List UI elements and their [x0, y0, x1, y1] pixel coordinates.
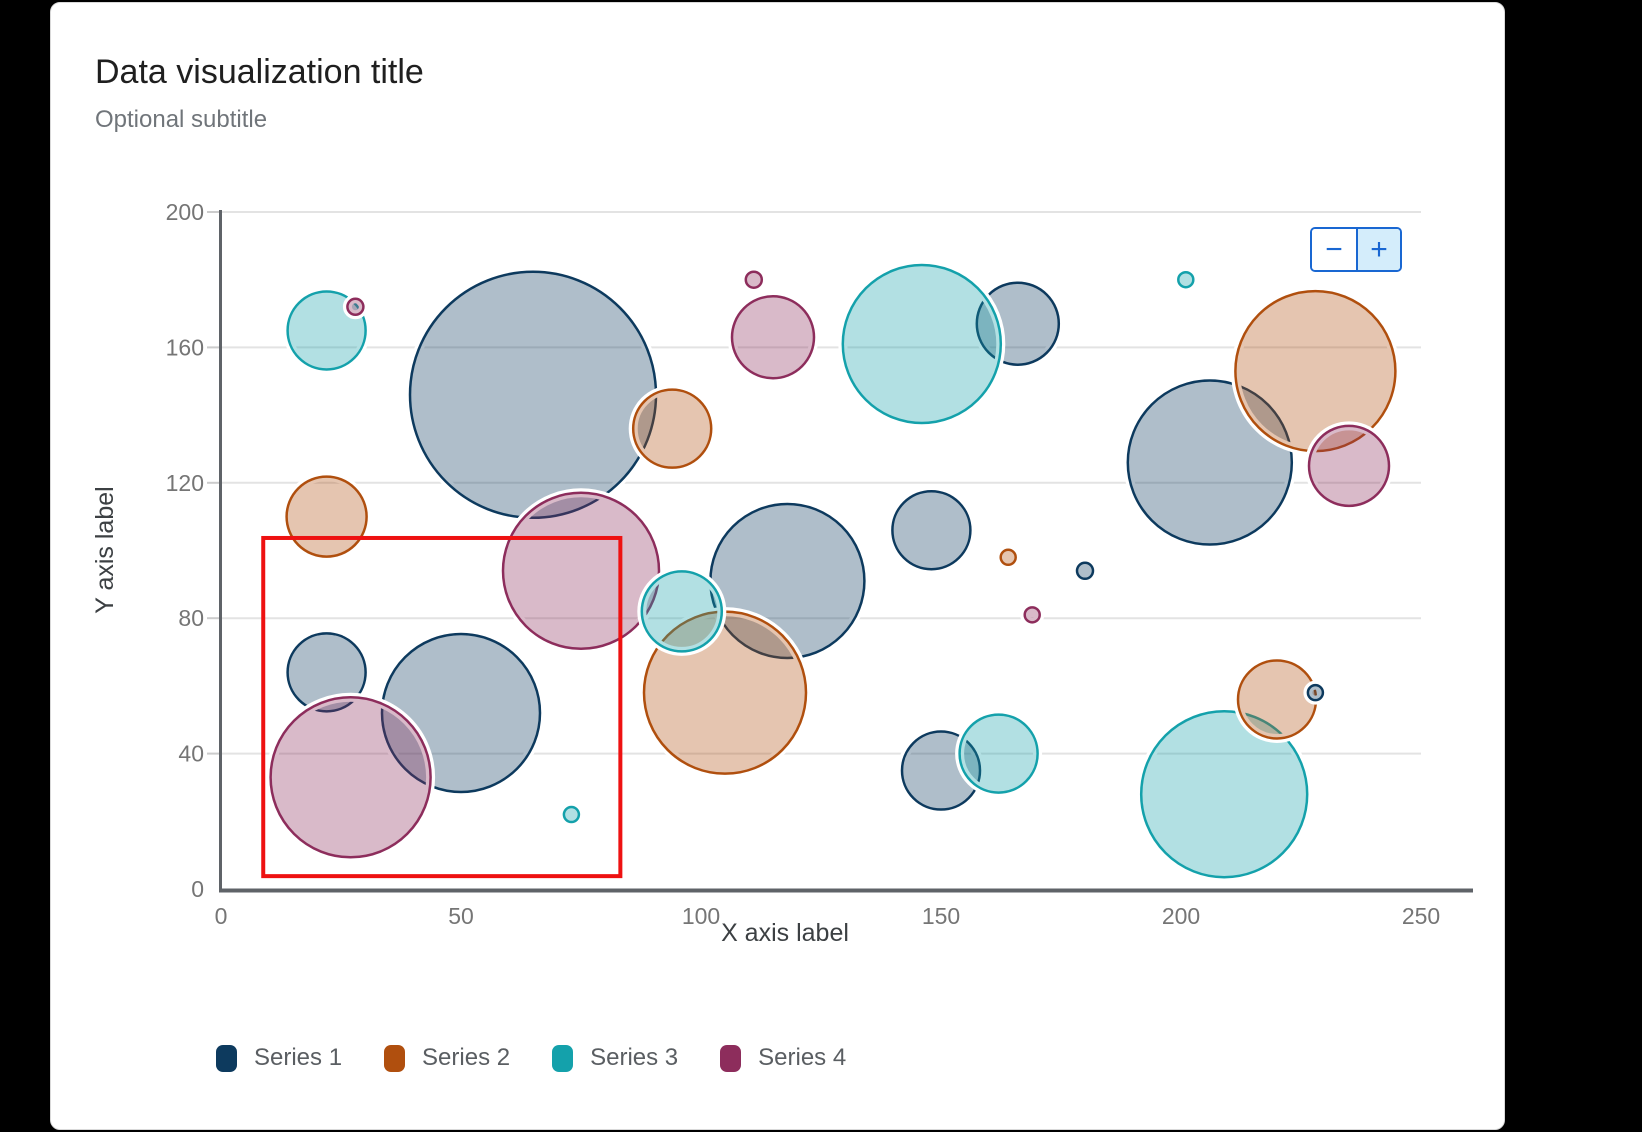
legend-swatch [384, 1044, 406, 1072]
bubble-circle [346, 297, 365, 317]
bubble-series-3[interactable] [1173, 267, 1198, 292]
zoom-controls: − + [1310, 227, 1402, 272]
x-tick-label: 50 [448, 903, 474, 929]
bubble-series-3[interactable] [955, 710, 1043, 798]
bubble-series-4[interactable] [1304, 421, 1394, 511]
bubble-circle [744, 270, 764, 289]
y-tick-label: 160 [166, 334, 204, 360]
y-tick-label: 40 [178, 741, 204, 767]
legend-swatch [552, 1044, 574, 1072]
y-tick-label: 200 [166, 199, 204, 225]
bubble-circle [640, 570, 724, 653]
chart-card [50, 2, 1505, 1130]
bubble-circle [286, 632, 367, 713]
y-tick-label: 120 [166, 470, 204, 496]
plus-icon: + [1370, 233, 1388, 266]
bubble-circle [631, 388, 713, 469]
bubble-circle [269, 696, 432, 859]
legend: Series 1 Series 2 Series 3 Series 4 [216, 1042, 846, 1074]
bubble-circle [408, 270, 658, 520]
x-tick-label: 250 [1402, 903, 1440, 929]
legend-swatch [216, 1044, 237, 1072]
legend-label: Series 1 [254, 1044, 343, 1071]
annotations [261, 535, 623, 879]
bubble-series-3[interactable] [559, 802, 584, 827]
bubble-series-1[interactable] [1072, 558, 1098, 584]
bubble-circle [1307, 424, 1391, 508]
x-tick-label: 0 [215, 903, 228, 929]
x-axis-title: X axis label [721, 919, 849, 947]
axes [219, 210, 1473, 893]
bubble-circle [841, 263, 1003, 425]
bubble-series-2[interactable] [1233, 655, 1321, 743]
bubble-series-4[interactable] [266, 692, 436, 862]
chart-title: Data visualization title [95, 53, 424, 91]
bubble-circle [285, 475, 368, 558]
bubble-circle [730, 294, 816, 380]
minus-icon: − [1325, 233, 1343, 266]
bubble-circle [1139, 709, 1309, 879]
bubble-series-4[interactable] [741, 267, 767, 293]
bubbles [266, 260, 1400, 882]
bubble-series-4[interactable] [1020, 602, 1045, 627]
x-tick-label: 150 [922, 903, 960, 929]
legend-item-series-4[interactable]: Series 4 [720, 1044, 846, 1072]
bubble-series-3[interactable] [637, 566, 727, 656]
bubble-series-1[interactable] [377, 629, 545, 797]
bubble-circle [1306, 683, 1325, 702]
bubble-series-4[interactable] [342, 294, 368, 320]
y-axis-title: Y axis label [91, 486, 119, 613]
bubble-circle [1075, 561, 1095, 581]
tick-labels: 0 40 80 120 160 200 0 50 100 150 200 250 [166, 199, 1441, 929]
selection-rectangle [261, 535, 623, 879]
legend-item-series-2[interactable]: Series 2 [384, 1044, 510, 1072]
x-tick-label: 100 [682, 903, 720, 929]
bubble-series-1[interactable] [887, 486, 975, 574]
bubble-series-3[interactable] [1136, 706, 1312, 882]
bubble-series-1[interactable] [405, 267, 661, 523]
bubble-series-3[interactable] [838, 260, 1006, 428]
bubble-circle [1023, 606, 1041, 624]
bubble-circle [958, 713, 1039, 794]
legend-item-series-1[interactable]: Series 1 [216, 1044, 342, 1072]
bubble-series-2[interactable] [282, 472, 372, 562]
bubble-series-4[interactable] [727, 291, 819, 383]
bubble-circle [1234, 289, 1397, 453]
bubble-circle [1236, 659, 1318, 740]
bubble-circle [501, 491, 661, 651]
legend-label: Series 2 [422, 1044, 511, 1071]
bubble-series-1[interactable] [283, 628, 371, 716]
chart-subtitle: Optional subtitle [95, 106, 268, 133]
bubble-circle [562, 805, 581, 824]
x-tick-label: 200 [1162, 903, 1200, 929]
bubble-circle [380, 632, 542, 794]
y-tick-label: 80 [178, 605, 204, 631]
zoom-out-button[interactable]: − [1312, 229, 1356, 270]
bubble-circle [891, 489, 972, 571]
legend-label: Series 4 [758, 1044, 847, 1071]
bubble-series-2[interactable] [628, 385, 716, 473]
legend-label: Series 3 [590, 1044, 679, 1071]
legend-item-series-3[interactable]: Series 3 [552, 1044, 678, 1072]
y-tick-label: 0 [191, 876, 204, 902]
bubble-series-4[interactable] [498, 488, 664, 654]
bubble-circle [1177, 270, 1195, 289]
bubble-series-2[interactable] [1230, 286, 1400, 456]
bubble-series-1[interactable] [1303, 680, 1328, 705]
zoom-in-button[interactable]: + [1356, 229, 1400, 270]
bubble-series-2[interactable] [996, 545, 1021, 570]
bubble-circle [999, 548, 1017, 567]
legend-swatch [720, 1044, 742, 1072]
